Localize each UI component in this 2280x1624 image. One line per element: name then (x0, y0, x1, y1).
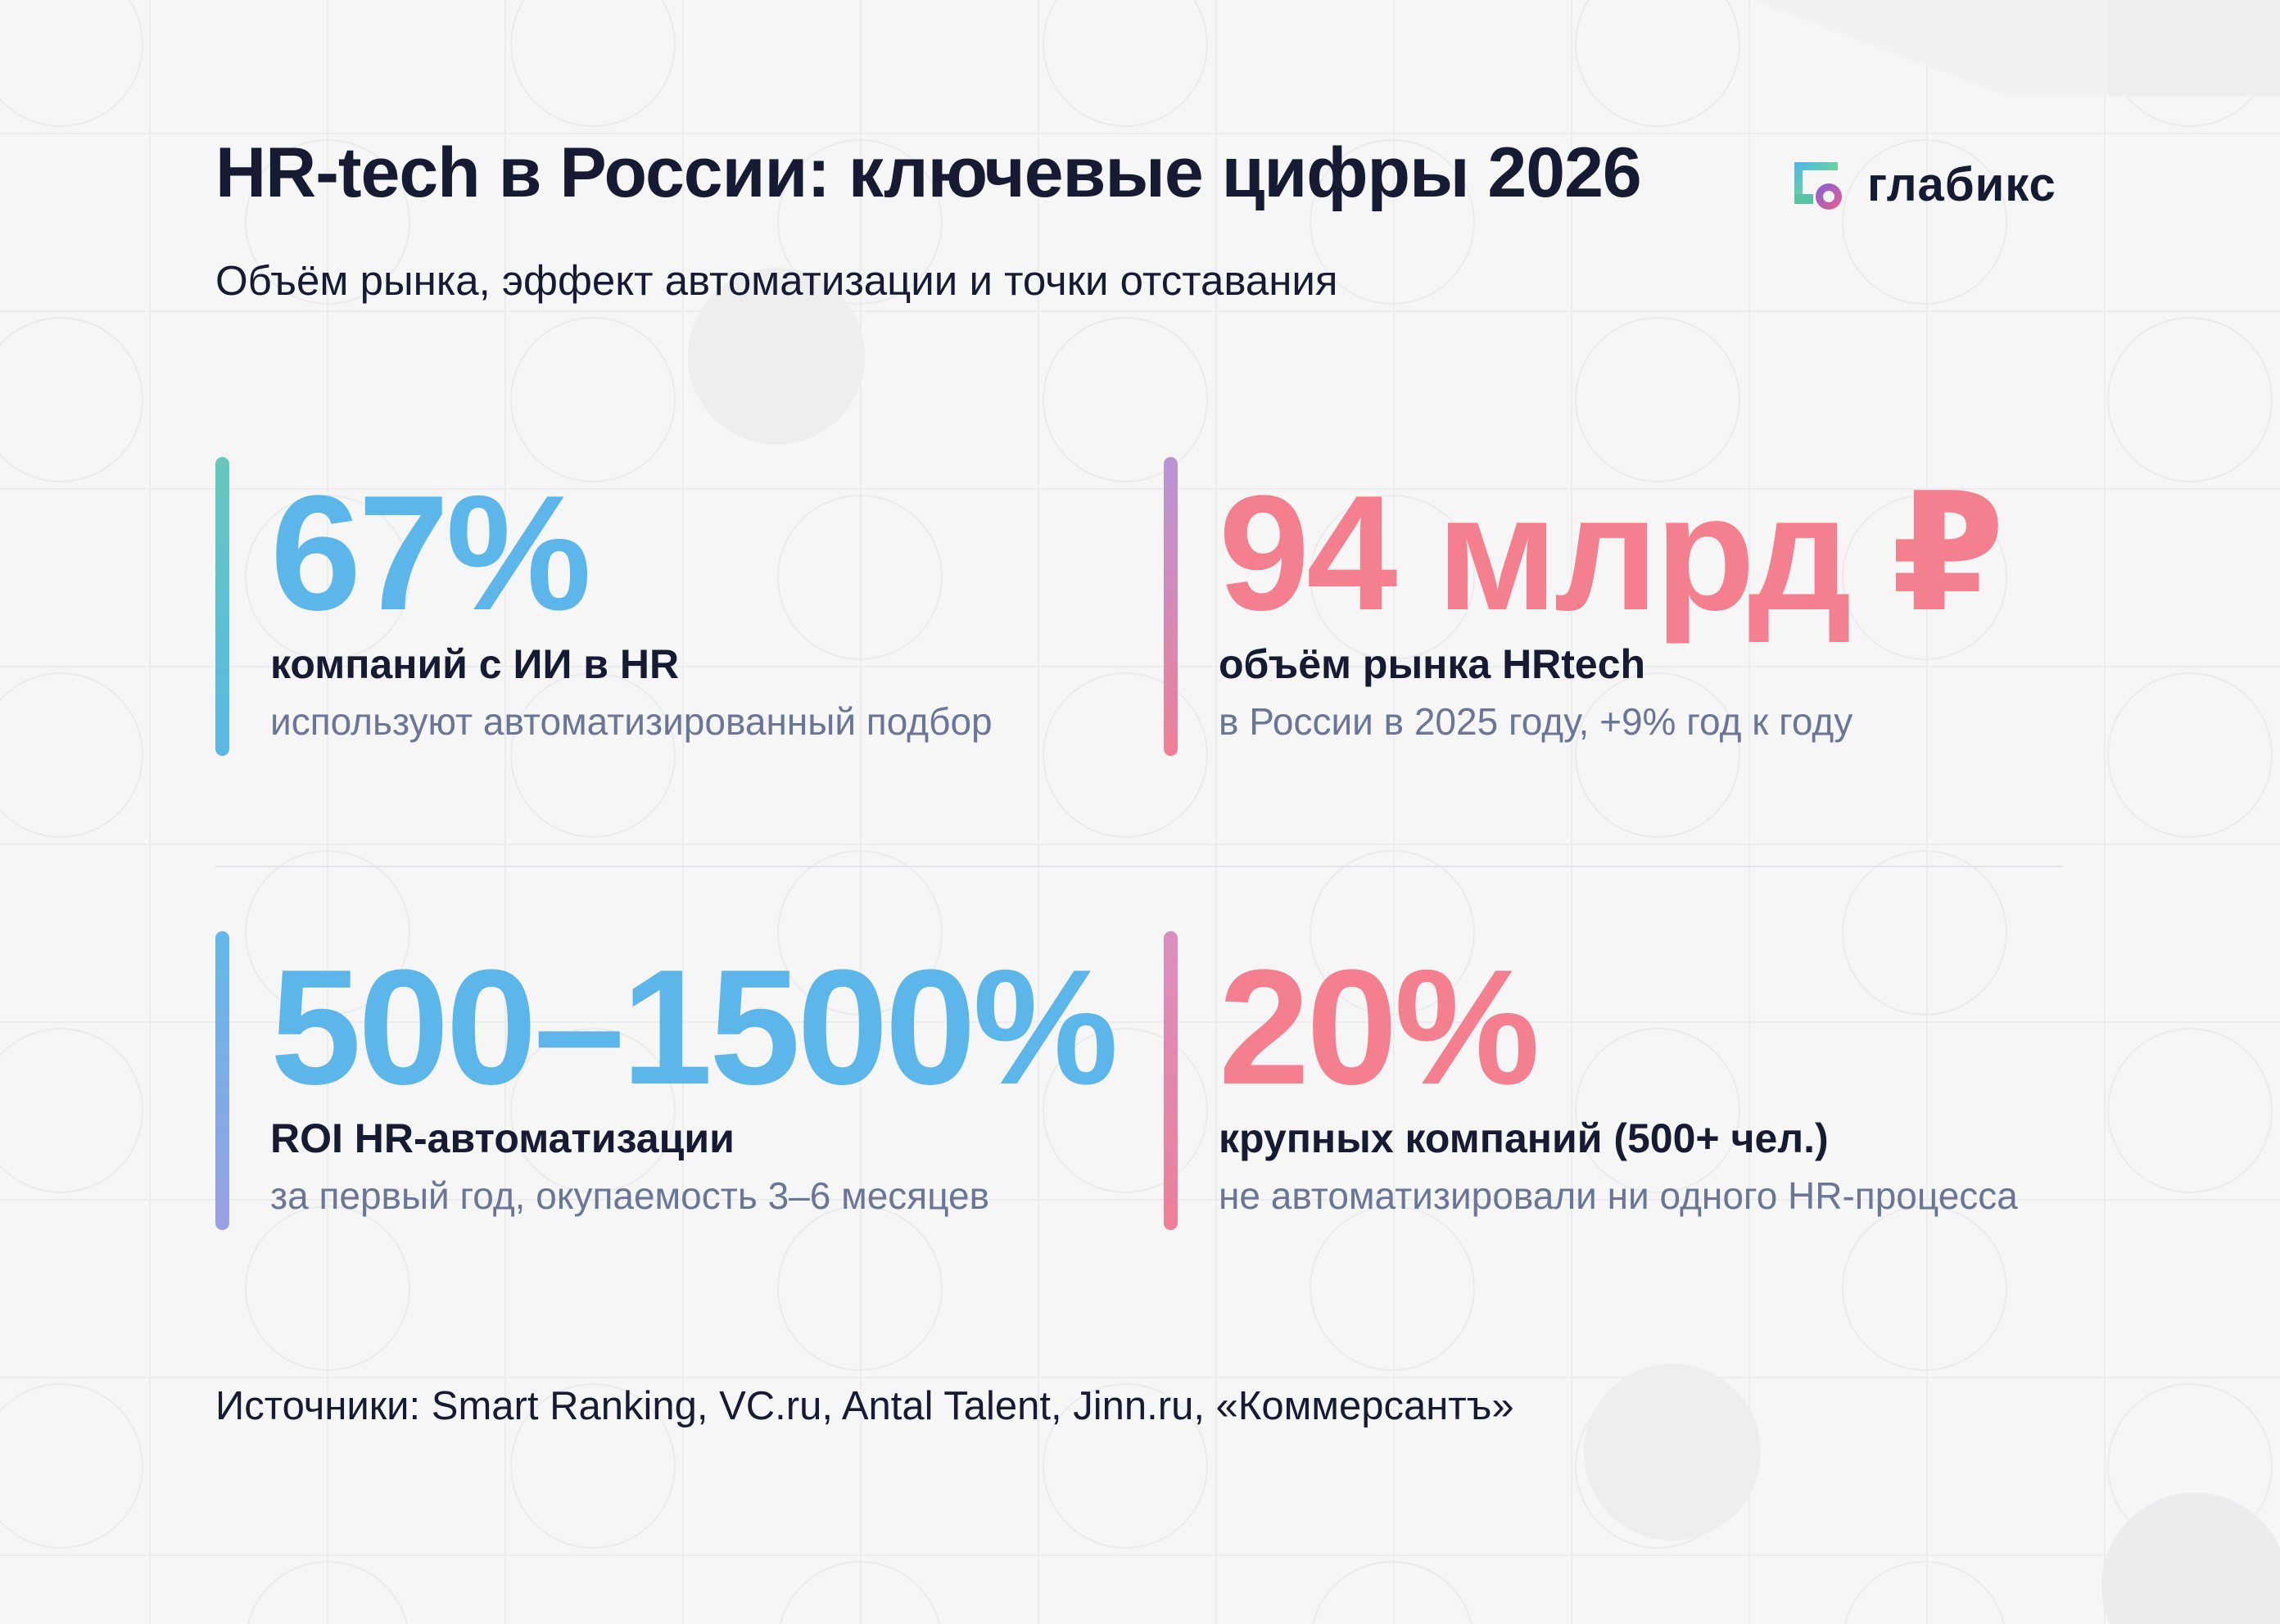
stat-card-hr-automation-roi: 500–1500% ROI HR-автоматизации за первый… (215, 931, 1133, 1230)
brand-name: глабикс (1867, 158, 2056, 211)
stat-note: используют автоматизированный подбор (270, 700, 993, 743)
stat-card-ai-hr-companies: 67% компаний с ИИ в HR используют автома… (215, 457, 1133, 756)
stat-value: 20% (1219, 936, 1540, 1119)
stat-accent-bar (1164, 457, 1178, 756)
stat-note: в России в 2025 году, +9% год к году (1219, 700, 1853, 743)
stat-card-hrtech-market-size: 94 млрд ₽ объём рынка HRtech в России в … (1164, 457, 2081, 756)
stat-label: объём рынка HRtech (1219, 641, 1646, 687)
stat-card-large-companies-not-automated: 20% крупных компаний (500+ чел.) не авто… (1164, 931, 2081, 1230)
stat-label: ROI HR-автоматизации (270, 1115, 735, 1161)
sources-text: Источники: Smart Ranking, VC.ru, Antal T… (215, 1384, 1514, 1428)
page-title: HR-tech в России: ключевые цифры 2026 (215, 133, 1642, 212)
stat-label: крупных компаний (500+ чел.) (1219, 1115, 1829, 1161)
stat-accent-bar (215, 457, 229, 756)
stat-value: 500–1500% (270, 936, 1119, 1119)
stat-note: за первый год, окупаемость 3–6 месяцев (270, 1174, 990, 1217)
stat-value: 67% (270, 462, 591, 645)
stat-label: компаний с ИИ в HR (270, 641, 680, 687)
stats-divider (215, 866, 2063, 867)
stat-note: не автоматизировали ни одного HR-процесс… (1219, 1174, 2018, 1217)
brand-lockup: глабикс (1790, 158, 2056, 212)
stat-value: 94 млрд ₽ (1219, 462, 2005, 645)
stat-accent-bar (215, 931, 229, 1230)
stat-accent-bar (1164, 931, 1178, 1230)
page-subtitle: Объём рынка, эффект автоматизации и точк… (215, 257, 1338, 304)
glabix-logo-icon (1794, 162, 1842, 210)
